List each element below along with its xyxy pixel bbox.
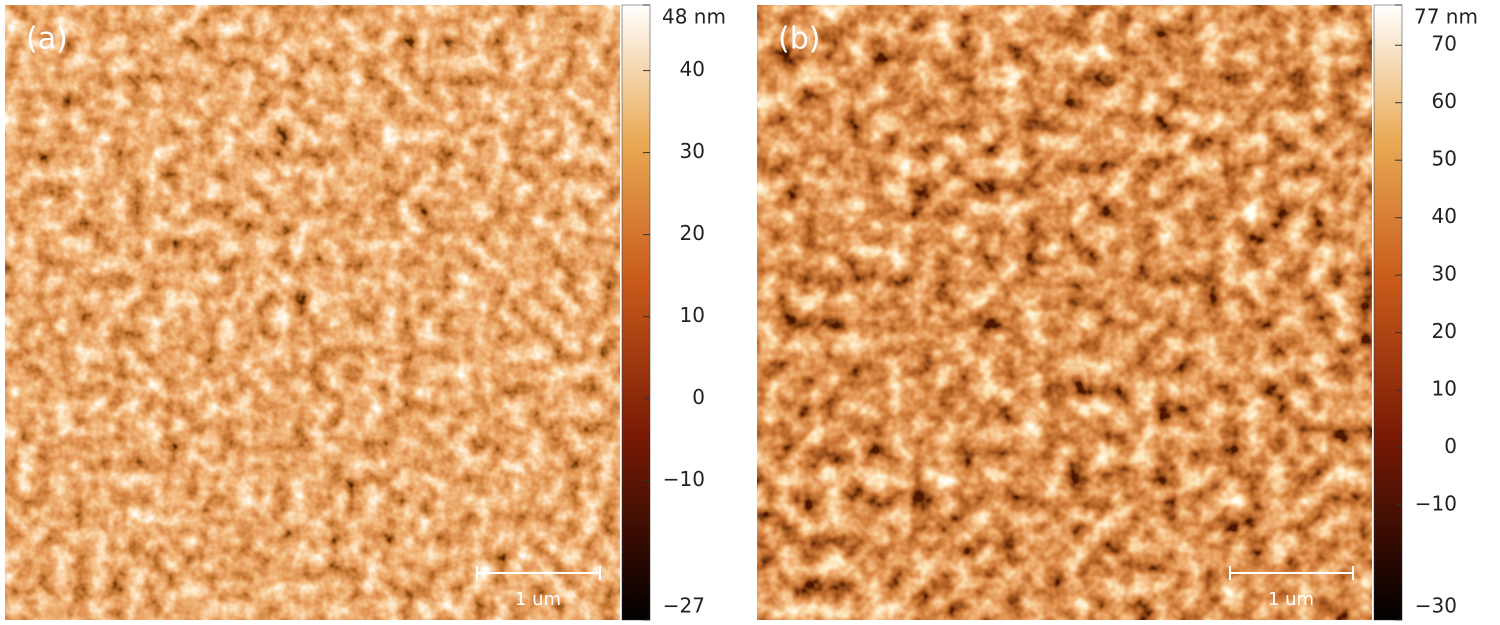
colorbar-tick-label: 70: [1432, 32, 1457, 56]
afm-image: [757, 5, 1372, 620]
afm-image: [5, 5, 620, 620]
colorbar-tick-label: 60: [1432, 89, 1457, 113]
colorbar-tick-label: 40: [1432, 204, 1457, 228]
panel-label: (b): [778, 22, 820, 57]
panel-b: (b) 1 um 77 nm 70 60 50 40 30 20 10 0 −10 −30: [757, 4, 1478, 621]
colorbar: [621, 4, 651, 621]
panel-label: (a): [26, 22, 68, 57]
colorbar-tick-label: 10: [680, 303, 705, 327]
colorbar-tick-label: 30: [680, 139, 705, 163]
colorbar-tick-label: 0: [1444, 434, 1457, 458]
colorbar-tick-label: 10: [1432, 377, 1457, 401]
colorbar-tick-label: 48 nm: [662, 5, 726, 29]
colorbar: [1373, 4, 1403, 621]
colorbar-tick-label: 0: [692, 385, 705, 409]
scale-bar-label: 1 um: [515, 589, 561, 610]
colorbar-tick-label: −27: [663, 594, 705, 618]
scale-bar-label: 1 um: [1268, 589, 1314, 610]
colorbar-tick-label: −10: [663, 467, 705, 491]
colorbar-tick-label: 20: [1432, 319, 1457, 343]
colorbar-tick-label: 50: [1432, 147, 1457, 171]
panel-a: (a) 1 um 48 nm 40 30 20 10 0 −10 −27: [5, 4, 726, 621]
colorbar-tick-label: −30: [1415, 594, 1457, 618]
colorbar-tick-label: 40: [680, 57, 705, 81]
colorbar-tick-label: 20: [680, 221, 705, 245]
colorbar-tick-label: 30: [1432, 262, 1457, 286]
colorbar-tick-label: 77 nm: [1414, 5, 1478, 29]
colorbar-tick-label: −10: [1415, 492, 1457, 516]
